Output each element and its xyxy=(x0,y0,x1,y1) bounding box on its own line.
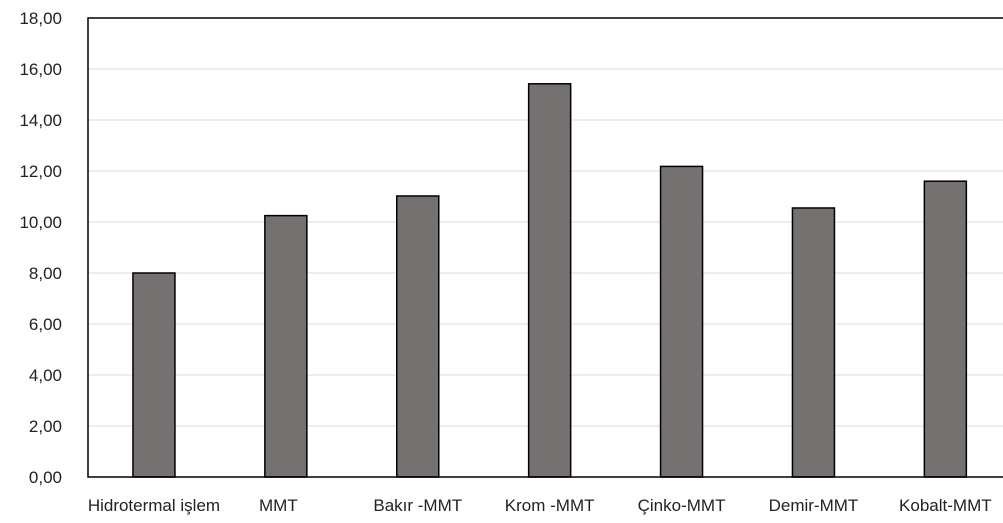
bar xyxy=(923,180,968,478)
bar xyxy=(132,272,176,478)
y-axis-ticks: 0,00 2,00 4,00 6,00 8,00 10,00 12,00 14,00 16,00… xyxy=(19,9,62,487)
x-category-label: Demir-MMT xyxy=(769,496,859,515)
bar xyxy=(659,165,704,478)
bar xyxy=(264,214,308,478)
y-tick-label: 8,00 xyxy=(29,264,62,283)
bars xyxy=(132,83,968,478)
y-tick-label: 2,00 xyxy=(29,417,62,436)
x-category-label: Krom -MMT xyxy=(505,496,595,515)
y-tick-label: 10,00 xyxy=(19,213,62,232)
x-category-label: Çinko-MMT xyxy=(638,496,726,515)
x-category-label: Hidrotermal işlem xyxy=(88,496,220,515)
y-tick-label: 16,00 xyxy=(19,60,62,79)
y-tick-label: 14,00 xyxy=(19,111,62,130)
y-tick-label: 4,00 xyxy=(29,366,62,385)
y-tick-label: 18,00 xyxy=(19,9,62,28)
x-category-label: Bakır -MMT xyxy=(373,496,462,515)
y-tick-label: 12,00 xyxy=(19,162,62,181)
bar xyxy=(527,83,572,478)
y-tick-label: 6,00 xyxy=(29,315,62,334)
plot-frame xyxy=(87,17,1003,478)
x-category-label: MMT xyxy=(259,496,298,515)
y-tick-label: 0,00 xyxy=(29,468,62,487)
x-axis-labels: Hidrotermal işlem MMT Bakır -MMT Krom -MMT Ç… xyxy=(88,496,992,515)
bar xyxy=(396,195,440,478)
bar xyxy=(791,207,836,478)
x-category-label: Kobalt-MMT xyxy=(899,496,992,515)
